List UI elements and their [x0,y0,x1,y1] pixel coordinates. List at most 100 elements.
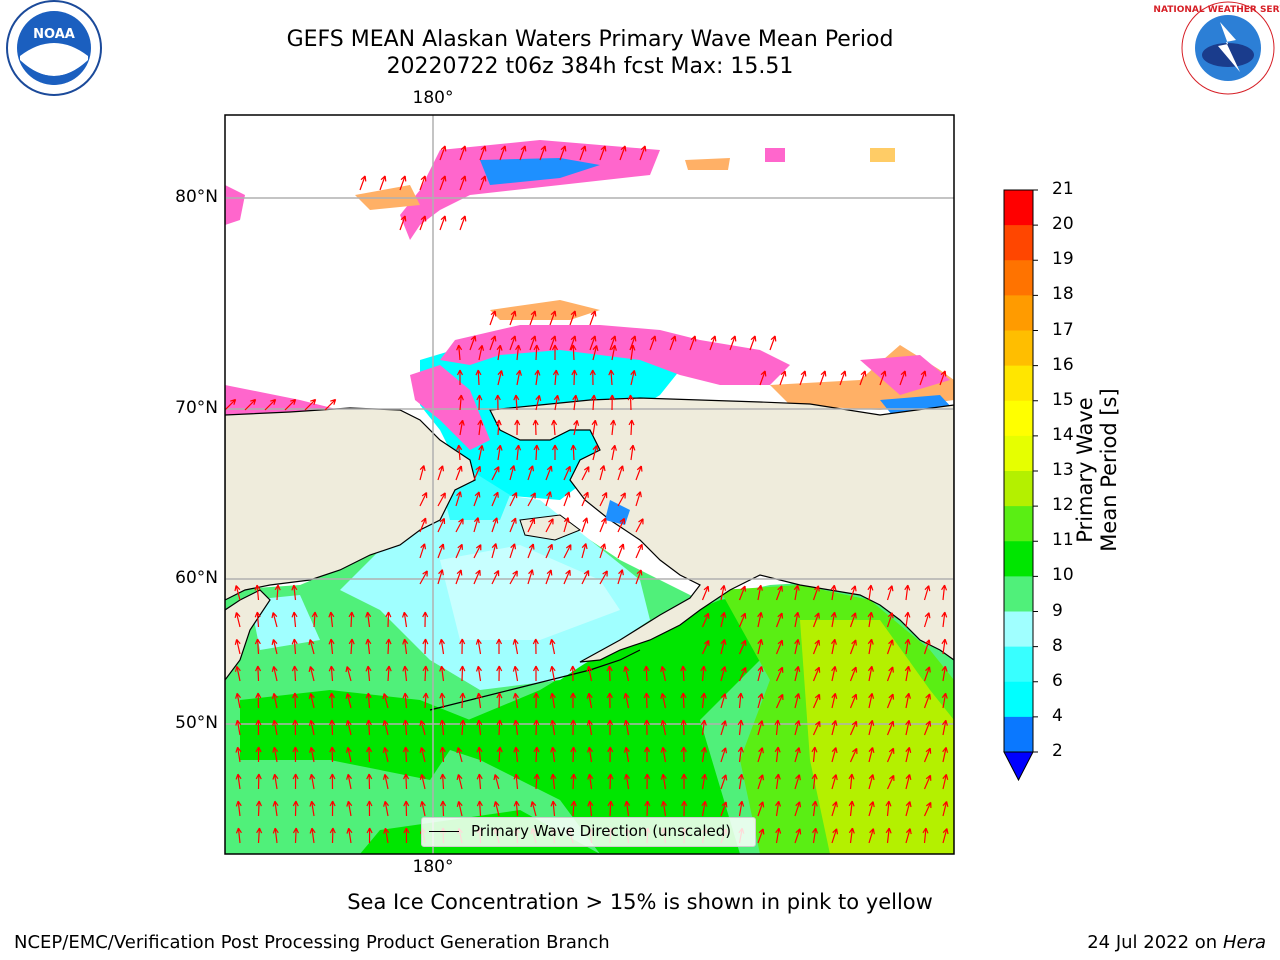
wave-arrow [775,612,784,628]
wave-arrow [383,800,390,817]
wave-arrow [329,773,336,790]
wave-arrow [757,747,764,763]
wave-arrow [635,518,644,533]
wave-arrow [923,801,932,817]
wave-arrow [459,665,466,682]
wave-arrow [623,773,630,790]
wave-arrow [942,828,949,844]
wave-arrow [644,800,651,817]
colorbar-tick-label: 2 [1052,741,1063,761]
colorbar-tick-label: 20 [1052,214,1074,235]
wave-arrow [272,800,279,817]
wave-arrow [635,491,642,507]
wave-arrow [775,585,783,601]
wave-arrow [941,692,948,709]
wave-arrow [581,466,590,481]
wave-arrow [886,666,894,682]
wave-arrow [402,719,409,736]
wave-arrow [627,394,634,411]
wave-arrow [419,800,426,817]
wave-arrow [491,543,498,559]
wave-arrow [365,665,372,682]
noaa-logo-text: NOAA [33,27,75,42]
wave-arrow [680,746,687,763]
colorbar-tick-label: 10 [1052,565,1074,586]
wave-arrow [459,692,466,709]
wave-arrow [437,517,446,533]
wave-arrow [757,774,765,790]
wave-arrow [610,419,617,436]
wave-arrow [489,335,497,351]
wave-arrow [439,145,447,161]
wave-arrow [794,747,801,763]
wave-arrow [623,665,630,682]
wave-arrow [607,800,614,817]
wave-arrow [868,692,875,709]
colorbar-segment [1004,506,1033,542]
wave-arrow [709,335,717,351]
wave-arrow [292,827,299,844]
colorbar-tick-label: 8 [1052,635,1063,656]
wave-arrow [255,773,262,790]
wave-arrow [579,145,587,161]
wave-arrow [473,517,480,533]
lat-label-50n: 50°N [175,713,218,733]
wave-arrow [867,638,874,655]
wave-arrow [509,335,517,351]
wave-arrow [586,719,593,736]
wave-arrow [905,801,912,817]
colorbar-segment [1004,435,1033,472]
wave-arrow [254,584,261,601]
wave-arrow [635,465,643,481]
wave-arrow [491,570,500,585]
noaa-logo: NOAA [6,0,102,96]
wave-arrow [529,335,537,351]
wave-arrow [382,693,389,709]
colorbar-tick-label: 12 [1052,495,1074,516]
wave-arrow [581,543,588,559]
wave-arrow [476,394,483,411]
wave-arrow [610,444,617,461]
wave-arrow [868,774,875,790]
wave-arrow [419,517,427,533]
wave-arrow [456,801,463,817]
wave-arrow [886,612,894,628]
colorbar-tick-label: 21 [1052,179,1074,199]
wave-arrow [794,693,801,709]
wave-arrow [831,774,838,790]
wave-arrow [886,585,894,601]
wave-arrow [475,369,482,386]
wave-arrow [545,569,553,585]
wave-arrow [812,585,820,601]
wave-arrow [591,419,598,436]
wave-arrow [587,800,594,817]
wave-arrow [868,747,875,763]
wave-arrow [533,773,540,790]
wave-arrow [309,746,316,763]
wave-arrow [272,827,279,844]
wave-arrow [729,335,737,351]
wave-arrow [589,310,597,326]
wave-arrow [573,419,580,436]
wave-arrow [291,584,298,601]
wave-arrow [533,719,540,736]
wave-arrow [328,638,335,655]
wave-arrow [515,369,522,386]
wave-arrow [617,569,624,585]
wave-arrow [478,444,485,461]
wave-arrow [811,746,818,763]
wave-arrow [550,773,557,790]
wave-arrow [308,693,315,709]
wave-arrow [515,344,522,361]
wave-arrow [867,611,874,628]
wave-arrow [359,175,367,191]
wave-arrow [701,639,710,655]
wave-arrow [942,801,949,817]
wave-arrow [496,444,503,461]
wave-arrow [476,692,483,709]
wave-arrow [345,746,352,763]
wave-arrow [794,638,801,655]
wave-arrow [456,344,463,361]
wave-arrow [509,570,518,585]
wave-arrow [475,638,482,655]
